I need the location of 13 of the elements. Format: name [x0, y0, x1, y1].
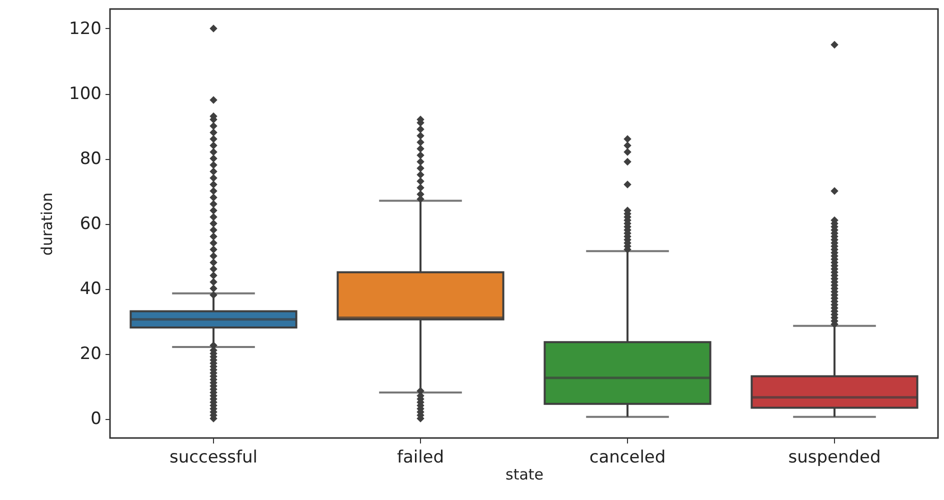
x-tick-label: failed [396, 448, 444, 468]
y-tick-label: 120 [69, 19, 102, 39]
y-axis-title: duration [38, 192, 56, 256]
x-tick-label: canceled [589, 448, 666, 468]
y-tick-label: 0 [90, 409, 102, 429]
x-tick-label: successful [170, 448, 258, 468]
y-tick-label: 20 [80, 344, 102, 364]
y-tick-label: 80 [80, 149, 102, 169]
x-axis-title: state [506, 466, 544, 484]
y-tick-label: 60 [80, 214, 102, 234]
y-tick-label: 100 [69, 84, 102, 104]
y-tick-label: 40 [80, 279, 102, 299]
x-tick-label: suspended [788, 448, 881, 468]
